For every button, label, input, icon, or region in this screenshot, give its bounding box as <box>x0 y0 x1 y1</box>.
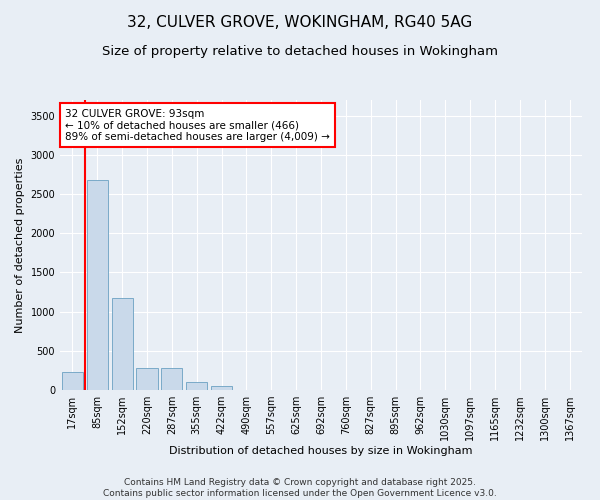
Bar <box>211 386 232 390</box>
Bar <box>136 368 158 390</box>
X-axis label: Distribution of detached houses by size in Wokingham: Distribution of detached houses by size … <box>169 446 473 456</box>
Text: Size of property relative to detached houses in Wokingham: Size of property relative to detached ho… <box>102 45 498 58</box>
Bar <box>186 382 207 390</box>
Bar <box>87 180 108 390</box>
Bar <box>62 372 83 390</box>
Text: 32 CULVER GROVE: 93sqm
← 10% of detached houses are smaller (466)
89% of semi-de: 32 CULVER GROVE: 93sqm ← 10% of detached… <box>65 108 330 142</box>
Text: 32, CULVER GROVE, WOKINGHAM, RG40 5AG: 32, CULVER GROVE, WOKINGHAM, RG40 5AG <box>127 15 473 30</box>
Bar <box>161 368 182 390</box>
Y-axis label: Number of detached properties: Number of detached properties <box>15 158 25 332</box>
Text: Contains HM Land Registry data © Crown copyright and database right 2025.
Contai: Contains HM Land Registry data © Crown c… <box>103 478 497 498</box>
Bar <box>112 298 133 390</box>
